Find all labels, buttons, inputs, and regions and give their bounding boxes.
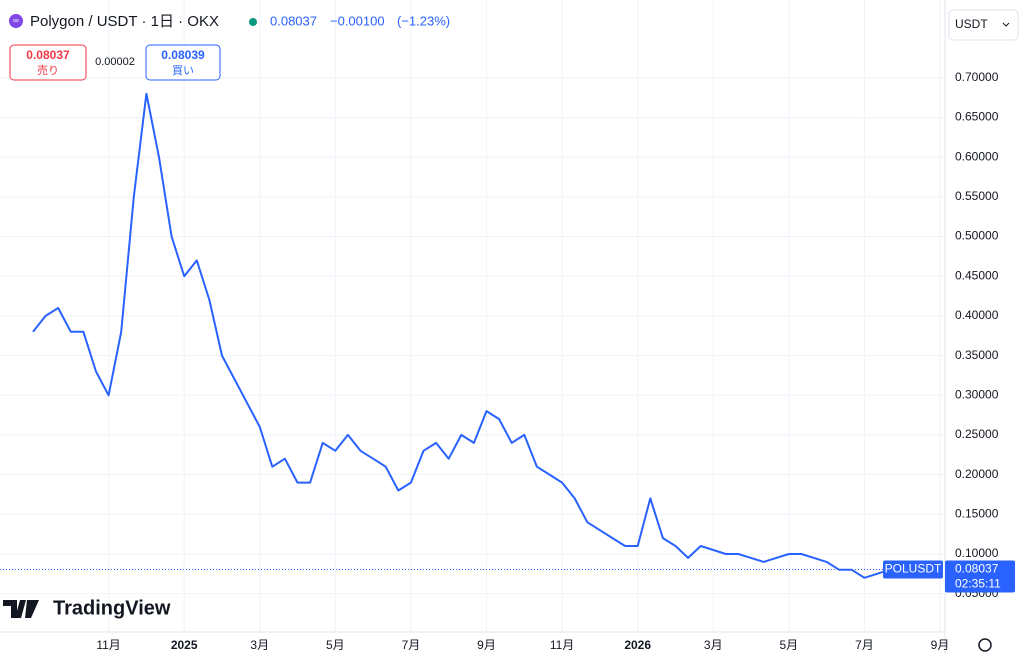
y-tick-label: 0.35000 [955, 348, 999, 362]
x-tick-label: 5月 [779, 638, 798, 652]
sell-label: 売り [37, 64, 59, 77]
sell-button[interactable] [9, 44, 87, 81]
header-change-pct: (−1.23%) [397, 13, 450, 28]
x-tick-label: 7月 [402, 638, 421, 652]
x-tick-label: 9月 [477, 638, 496, 652]
settings-icon[interactable] [978, 638, 992, 652]
y-tick-label: 0.15000 [955, 506, 999, 520]
y-tick-label: 0.55000 [955, 189, 999, 203]
market-status[interactable] [249, 18, 257, 26]
dropdown-chevron [1002, 22, 1010, 27]
x-tick-label: 2026 [624, 638, 651, 652]
y-tick-label: 0.70000 [955, 70, 999, 84]
buy-label: 買い [172, 64, 194, 77]
header-change: −0.00100 [330, 13, 385, 28]
x-tick-label: 9月 [931, 638, 950, 652]
x-axis: 11月 2025 3月 5月 7月 9月 11月 2026 3月 5月 7月 9月 [96, 638, 949, 652]
y-tick-label: 0.20000 [955, 467, 999, 481]
x-tick-label: 11月 [550, 638, 574, 652]
y-tick-label: 0.60000 [955, 149, 999, 163]
plot [32, 92, 890, 579]
currency-label: USDT [955, 17, 988, 31]
spread: 0.00002 [95, 56, 135, 68]
sell-price: 0.08037 [26, 48, 70, 62]
price-tag-value: 0.08037 [955, 562, 999, 576]
y-axis: 0.050000.100000.150000.200000.250000.300… [955, 70, 999, 600]
buy-price: 0.08039 [161, 48, 205, 62]
logo: TradingView [3, 597, 171, 619]
symbol-icon-glyph: ∞ [13, 16, 19, 25]
y-tick-label: 0.45000 [955, 268, 999, 282]
y-tick-label: 0.10000 [955, 546, 999, 560]
logo-mark [3, 600, 39, 618]
x-tick-label: 2025 [171, 638, 198, 652]
symbol-tag-label: POLUSDT [885, 562, 942, 576]
y-tick-label: 0.50000 [955, 229, 999, 243]
price-tag [945, 560, 1015, 593]
header-price: 0.08037 [270, 13, 317, 28]
x-tick-label: 11月 [96, 638, 120, 652]
currency-dropdown[interactable] [948, 9, 1019, 41]
y-tick-label: 0.65000 [955, 110, 999, 124]
x-tick-label: 7月 [855, 638, 874, 652]
y-tick-label: 0.40000 [955, 308, 999, 322]
x-tick-label: 5月 [326, 638, 345, 652]
symbol-tag [883, 560, 943, 579]
price-line [32, 92, 890, 579]
price-tag-countdown: 02:35:11 [955, 577, 1001, 591]
x-tick-label: 3月 [704, 638, 723, 652]
grid [0, 0, 945, 632]
logo-text: TradingView [53, 597, 171, 619]
y-tick-label: 0.25000 [955, 427, 999, 441]
symbol-title[interactable]: Polygon / USDT · 1日 · OKX [30, 13, 219, 30]
y-tick-label: 0.30000 [955, 387, 999, 401]
symbol-icon [9, 14, 23, 28]
x-tick-label: 3月 [250, 638, 269, 652]
buy-button[interactable] [145, 44, 221, 81]
